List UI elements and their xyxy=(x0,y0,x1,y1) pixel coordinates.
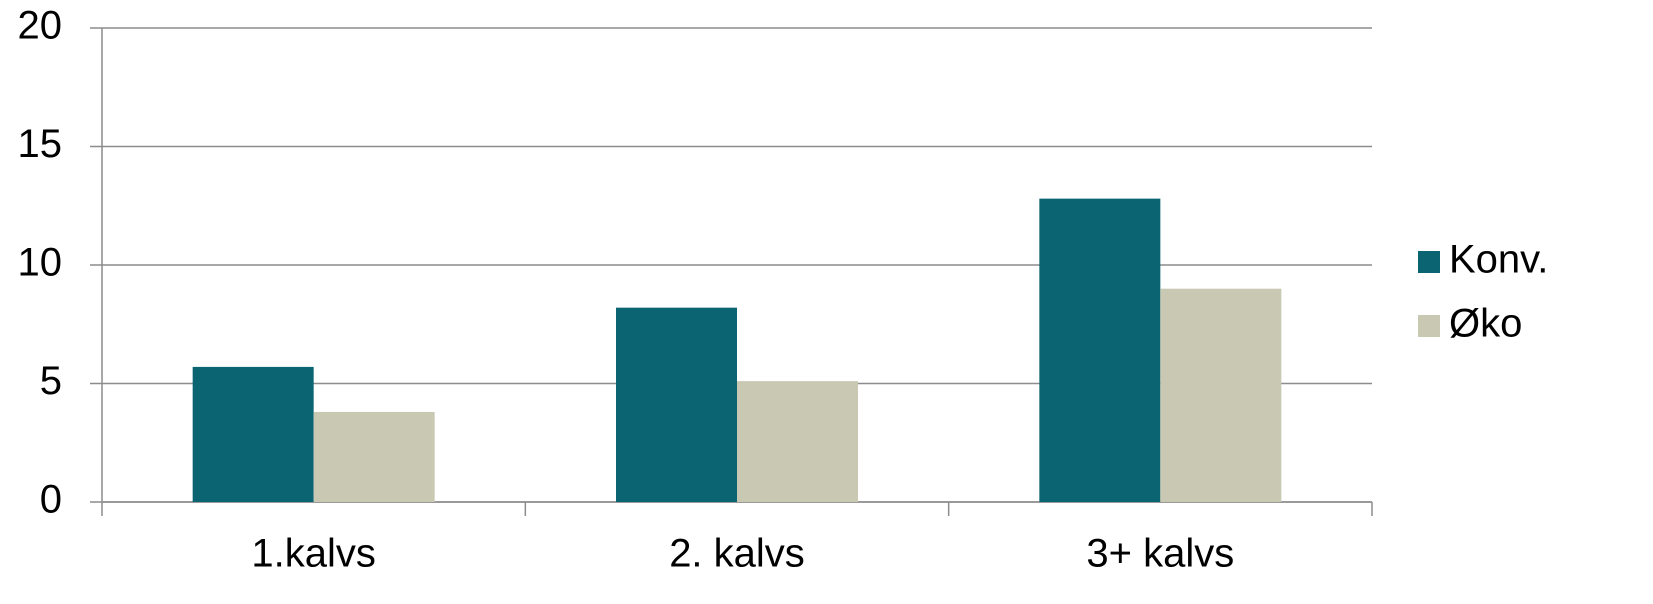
bar xyxy=(313,411,435,502)
y-tick-label: 5 xyxy=(40,359,62,403)
legend-swatch xyxy=(1418,315,1440,337)
bar xyxy=(1160,288,1282,502)
bar xyxy=(737,381,858,502)
x-tick-label: 2. kalvs xyxy=(669,532,805,576)
legend-swatch xyxy=(1418,251,1440,273)
y-tick-label: 0 xyxy=(40,478,62,522)
y-tick-label: 10 xyxy=(18,241,63,285)
x-tick-label: 1.kalvs xyxy=(251,532,376,576)
legend-label: Konv. xyxy=(1449,238,1548,282)
x-tick-label: 3+ kalvs xyxy=(1086,532,1234,576)
y-tick-label: 20 xyxy=(18,4,63,48)
legend-label: Øko xyxy=(1449,302,1522,346)
bar xyxy=(192,366,314,502)
y-tick-label: 15 xyxy=(18,122,63,166)
bar xyxy=(1039,198,1161,502)
bar xyxy=(616,307,737,502)
